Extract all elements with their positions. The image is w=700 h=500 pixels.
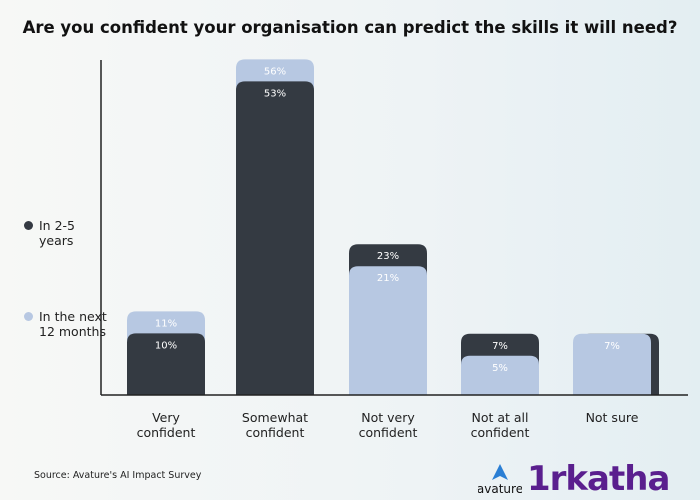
source-note: Source: Avature's AI Impact Survey xyxy=(34,470,202,481)
data-label: 11% xyxy=(155,318,177,329)
x-tick-label: Not at all xyxy=(471,410,528,425)
data-label: 7% xyxy=(492,341,508,352)
x-tick-label: Not very xyxy=(361,410,415,425)
avature-logo: avature xyxy=(477,462,523,500)
legend-item-12-months: In the next 12 months xyxy=(24,309,109,339)
bar-2-5-years xyxy=(127,333,205,395)
data-label: 7% xyxy=(604,341,620,352)
legend-dot-light xyxy=(24,312,33,321)
legend-label: In the next 12 months xyxy=(39,309,107,339)
data-label: 56% xyxy=(264,66,286,77)
legend-item-2-5-years: In 2-5 years xyxy=(24,218,109,248)
x-tick-label: confident xyxy=(137,425,196,440)
legend-label: In 2-5 years xyxy=(39,218,75,248)
chart-title: Are you confident your organisation can … xyxy=(22,18,678,37)
legend-dot-dark xyxy=(24,221,33,230)
data-label: 21% xyxy=(377,273,399,284)
bar-12-months xyxy=(573,333,651,395)
data-label: 10% xyxy=(155,340,177,351)
x-tick-label: confident xyxy=(471,425,530,440)
x-tick-label: Somewhat xyxy=(242,410,308,425)
bar-12-months xyxy=(461,355,539,395)
x-tick-label: confident xyxy=(359,425,418,440)
data-label: 53% xyxy=(264,88,286,99)
data-label: 23% xyxy=(377,251,399,262)
x-tick-label: Very xyxy=(152,410,180,425)
x-tick-label: Not sure xyxy=(586,410,639,425)
hrkatha-logo: 1rkatha xyxy=(527,459,670,499)
svg-text:avature: avature xyxy=(478,482,522,496)
data-label: 5% xyxy=(492,363,508,374)
x-tick-label: confident xyxy=(246,425,305,440)
bar-12-months xyxy=(349,266,427,395)
bar-2-5-years xyxy=(236,81,314,396)
